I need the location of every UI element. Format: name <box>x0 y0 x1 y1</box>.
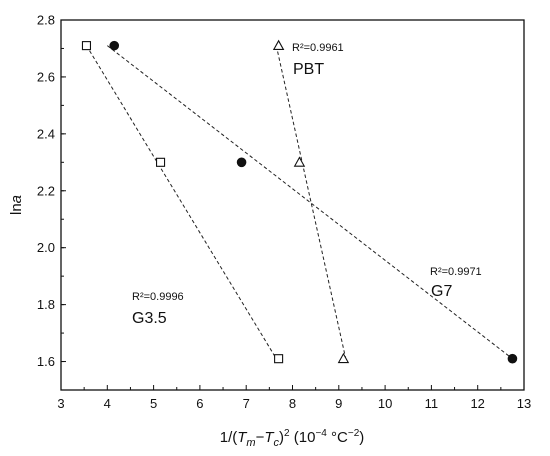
y-tick-label: 2.8 <box>37 13 55 28</box>
x-tick-label: 13 <box>517 396 531 411</box>
data-markers <box>81 39 518 364</box>
x-tick-label: 10 <box>378 396 392 411</box>
pbt-r2-label: R²=0.9961 <box>292 42 344 54</box>
x-tick-label: 5 <box>150 396 157 411</box>
data-point-pbt <box>272 39 285 51</box>
x-tick-label: 4 <box>104 396 111 411</box>
fit-line-g3-5 <box>86 45 277 359</box>
g7-series-label: G7 <box>431 283 452 300</box>
x-tick-label: 7 <box>243 396 250 411</box>
y-axis-title: lna <box>8 195 25 215</box>
data-point-pbt <box>293 156 306 167</box>
x-tick-label: 3 <box>57 396 64 411</box>
data-point-g3-5 <box>81 41 92 51</box>
y-tick-label: 1.8 <box>37 297 55 312</box>
g7-r2-label: R²=0.9971 <box>430 266 482 278</box>
data-point-g7 <box>507 353 518 364</box>
axis-tick-labels: 3 4 5 6 7 8 9 10 11 12 13 1.6 1.8 2.0 2.2 2.4 2.6 2.8 <box>37 13 531 412</box>
x-tick-label: 6 <box>196 396 203 411</box>
y-tick-label: 2.6 <box>37 69 55 84</box>
x-tick-label: 8 <box>289 396 296 411</box>
y-tick-label: 2.2 <box>37 183 55 198</box>
x-tick-label: 11 <box>425 396 439 411</box>
data-point-g7 <box>109 40 120 51</box>
pbt-series-label: PBT <box>293 61 324 78</box>
data-point-g3-5 <box>274 354 284 364</box>
g35-r2-label: R²=0.9996 <box>132 291 184 303</box>
fit-lines <box>86 45 513 360</box>
y-tick-label: 2.4 <box>37 126 55 141</box>
fit-line-pbt <box>275 45 347 359</box>
axis-ticks <box>60 19 525 391</box>
fit-line-g7 <box>106 45 513 360</box>
data-point-g7 <box>236 157 247 168</box>
x-tick-label: 12 <box>470 396 484 411</box>
data-point-pbt <box>337 352 350 364</box>
x-tick-label: 9 <box>335 396 342 411</box>
g35-series-label: G3.5 <box>132 310 167 327</box>
data-point-g3-5 <box>155 157 166 167</box>
x-axis-title: 1/(Tm−Tc)2 (10−4 °C−2) <box>220 428 365 449</box>
y-tick-label: 2.0 <box>37 240 55 255</box>
y-tick-label: 1.6 <box>37 354 55 369</box>
